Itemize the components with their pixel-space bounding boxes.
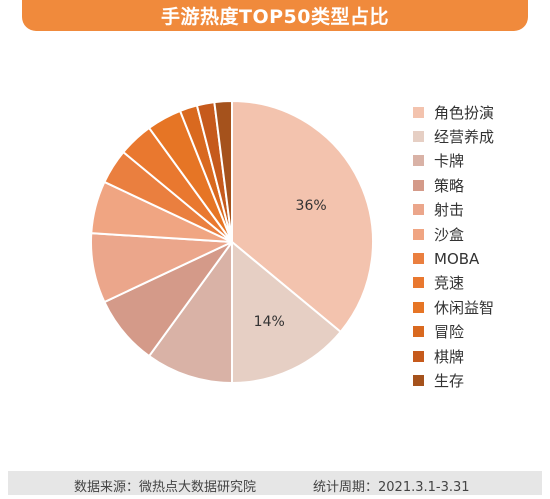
legend-item: MOBA — [413, 246, 494, 270]
legend-label: 竞速 — [434, 274, 465, 293]
legend-swatch — [413, 350, 424, 362]
footer-bar — [8, 471, 542, 495]
legend-item: 生存 — [413, 368, 494, 392]
stats-period: 统计周期：2021.3.1-3.31 — [313, 480, 470, 495]
legend-label: 棋牌 — [434, 347, 465, 366]
legend-label: 策略 — [434, 176, 465, 195]
legend-label: 射击 — [434, 201, 465, 220]
legend-swatch — [413, 228, 424, 240]
legend-item: 沙盒 — [413, 222, 494, 246]
legend-item: 策略 — [413, 173, 494, 197]
legend-item: 卡牌 — [413, 149, 494, 173]
legend-swatch — [413, 253, 424, 265]
legend-item: 棋牌 — [413, 344, 494, 368]
legend-item: 竞速 — [413, 271, 494, 295]
legend-label: 休闲益智 — [434, 298, 495, 317]
legend-label: 角色扮演 — [434, 103, 495, 122]
legend-swatch — [413, 374, 424, 386]
pie-slices — [90, 99, 374, 385]
pie-labels: 36% 14% — [254, 198, 327, 330]
legend-item: 射击 — [413, 198, 494, 222]
chart-title: 手游热度TOP50类型占比 — [161, 6, 389, 28]
legend-label: 沙盒 — [434, 225, 465, 244]
slice-value-label: 14% — [254, 314, 285, 330]
legend-label: 卡牌 — [434, 152, 465, 171]
slice-value-label: 36% — [296, 198, 327, 214]
legend-swatch — [413, 301, 424, 313]
legend-swatch — [413, 326, 424, 338]
legend-label: 冒险 — [434, 323, 465, 342]
legend-swatch — [413, 277, 424, 289]
legend-item: 经营养成 — [413, 124, 494, 148]
legend-item: 角色扮演 — [413, 100, 494, 124]
legend-swatch — [413, 155, 424, 167]
legend-swatch — [413, 204, 424, 216]
pie-slice — [147, 238, 233, 385]
pie-slice — [231, 239, 343, 385]
title-bar: 手游热度TOP50类型占比 — [22, 0, 528, 31]
data-source: 数据来源：微热点大数据研究院 — [74, 480, 257, 495]
legend-item: 冒险 — [413, 320, 494, 344]
legend-item: 休闲益智 — [413, 295, 494, 319]
legend-swatch — [413, 106, 424, 118]
pie-slice — [231, 99, 374, 334]
chart-legend: 角色扮演经营养成卡牌策略射击沙盒 MOBA 竞速休闲益智冒险棋牌生存 — [413, 100, 494, 393]
legend-label: MOBA — [434, 249, 480, 268]
legend-label: 经营养成 — [434, 128, 495, 147]
legend-label: 生存 — [434, 371, 465, 390]
legend-swatch — [413, 131, 424, 143]
legend-swatch — [413, 179, 424, 191]
pie-slice — [213, 99, 233, 243]
